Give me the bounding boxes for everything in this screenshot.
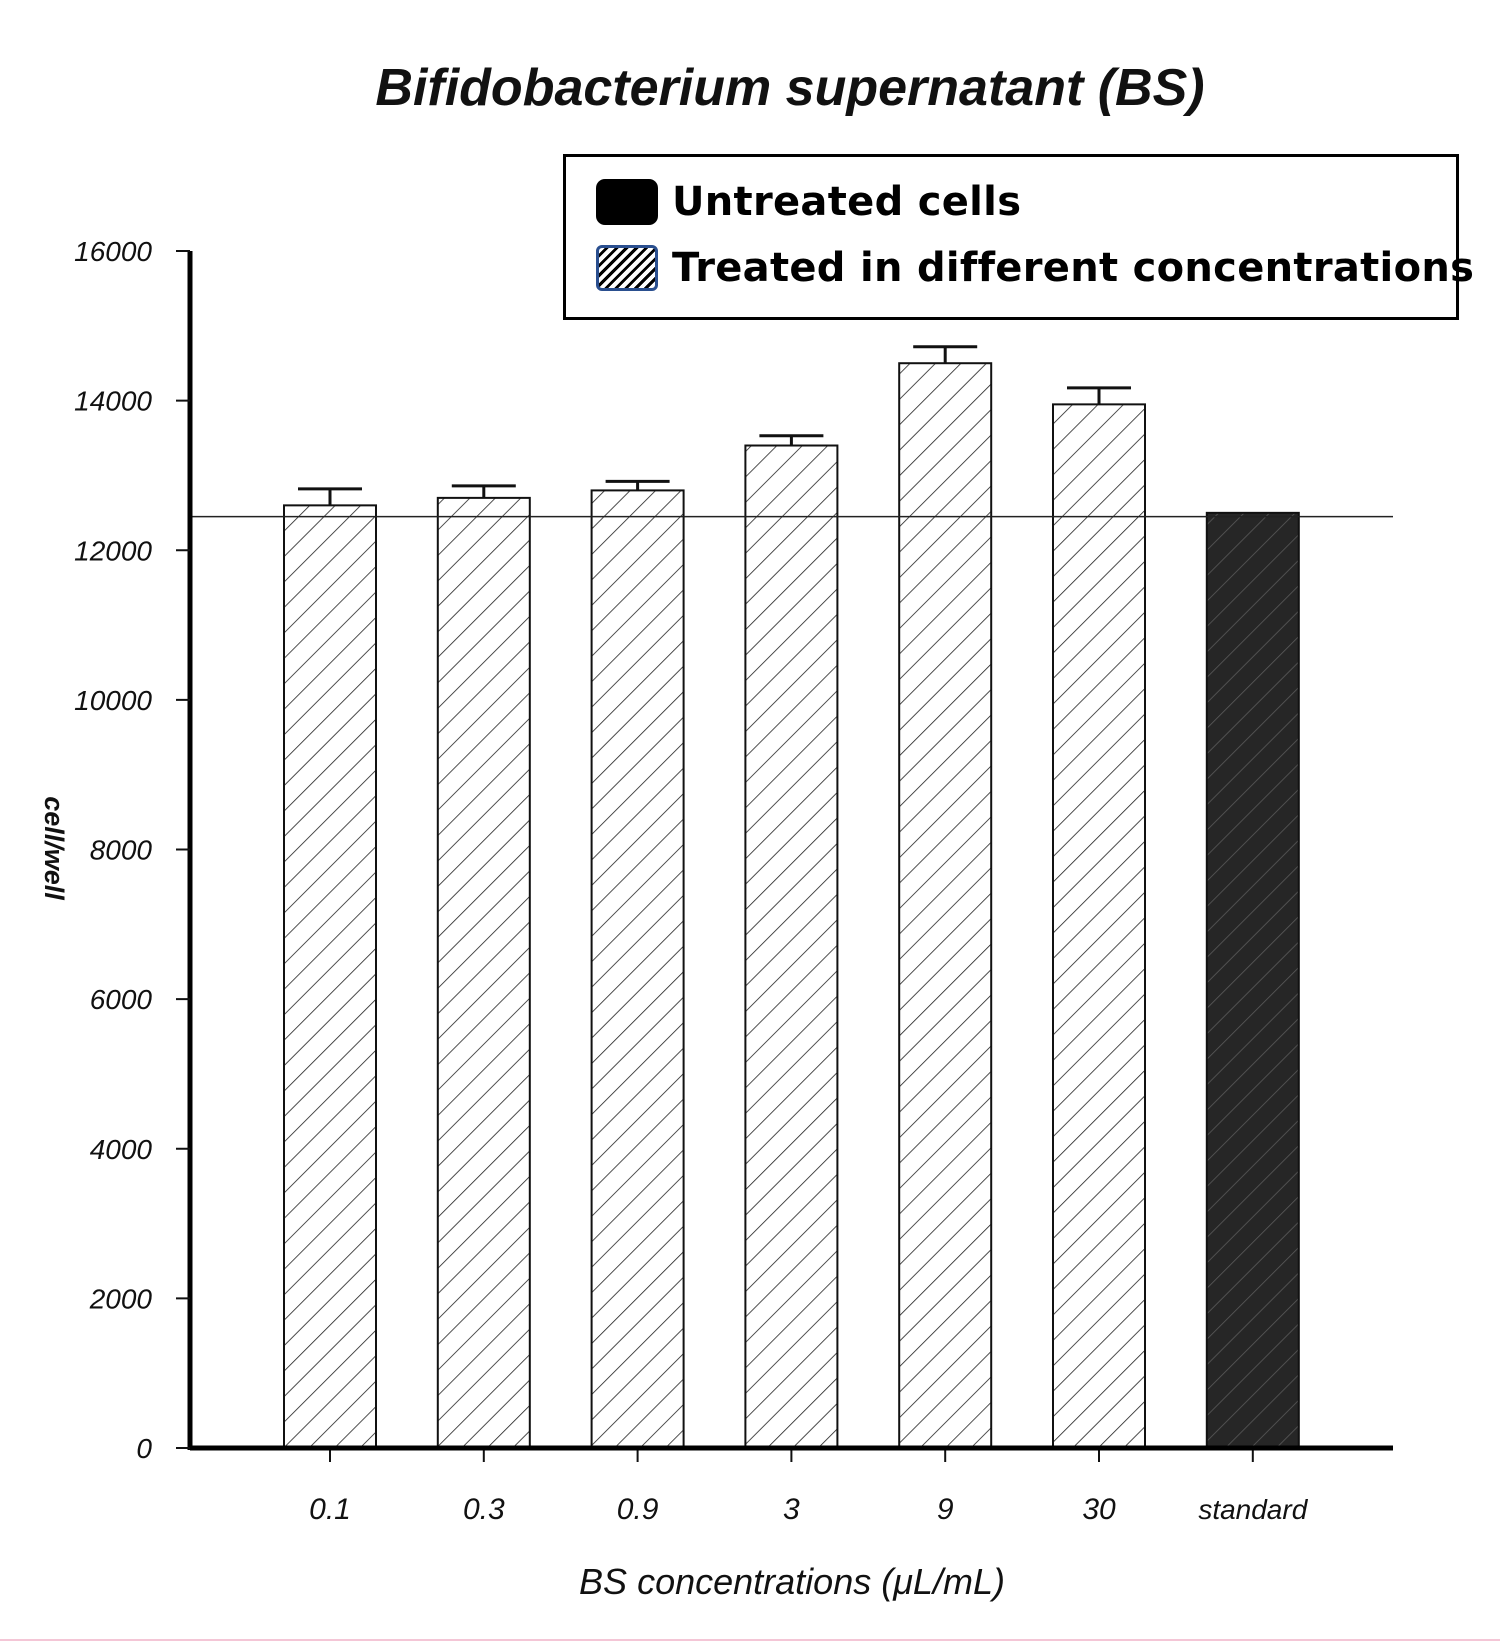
legend-label-treated: Treated in different concentrations xyxy=(672,245,1475,291)
legend-label-untreated: Untreated cells xyxy=(672,179,1022,225)
x-tick-label: 3 xyxy=(783,1493,800,1526)
legend-entry-untreated: Untreated cells xyxy=(596,179,1021,225)
bar-9 xyxy=(898,362,993,1449)
y-tick-label: 2000 xyxy=(89,1283,153,1314)
x-tick-label: 0.1 xyxy=(309,1493,351,1526)
y-tick-label: 6000 xyxy=(90,984,153,1015)
y-tick-label: 4000 xyxy=(90,1134,153,1165)
y-tick-label: 12000 xyxy=(74,535,152,566)
bar-0.3 xyxy=(436,496,531,1450)
x-tick-label: 9 xyxy=(937,1493,954,1526)
bar-30 xyxy=(1052,403,1146,1450)
y-axis-label: cell/well xyxy=(39,796,69,900)
legend-entry-treated: Treated in different concentrations xyxy=(596,245,1474,291)
y-tick-label: 10000 xyxy=(74,685,152,716)
chart-title: Bifidobacterium supernatant (BS) xyxy=(375,59,1205,117)
bar-0.1 xyxy=(283,504,377,1449)
x-tick-label: standard xyxy=(1198,1494,1308,1525)
legend-swatch-hatched xyxy=(596,245,658,291)
y-tick-label: 16000 xyxy=(74,236,152,267)
x-axis-label: BS concentrations (μL/mL) xyxy=(579,1561,1005,1602)
bar-3 xyxy=(744,444,839,1449)
x-tick-label: 0.9 xyxy=(617,1493,659,1526)
chart-legend: Untreated cells Treated in different con… xyxy=(563,154,1474,320)
bar-standard xyxy=(1205,511,1300,1449)
y-tick-label: 14000 xyxy=(74,386,152,417)
x-tick-label: 0.3 xyxy=(463,1493,505,1526)
legend-swatch-solid xyxy=(596,179,658,225)
x-tick-label: 30 xyxy=(1082,1493,1116,1526)
bottom-divider xyxy=(0,1639,1500,1641)
y-tick-label: 0 xyxy=(136,1433,152,1464)
y-tick-label: 8000 xyxy=(90,835,153,866)
bar-0.9 xyxy=(590,489,685,1449)
